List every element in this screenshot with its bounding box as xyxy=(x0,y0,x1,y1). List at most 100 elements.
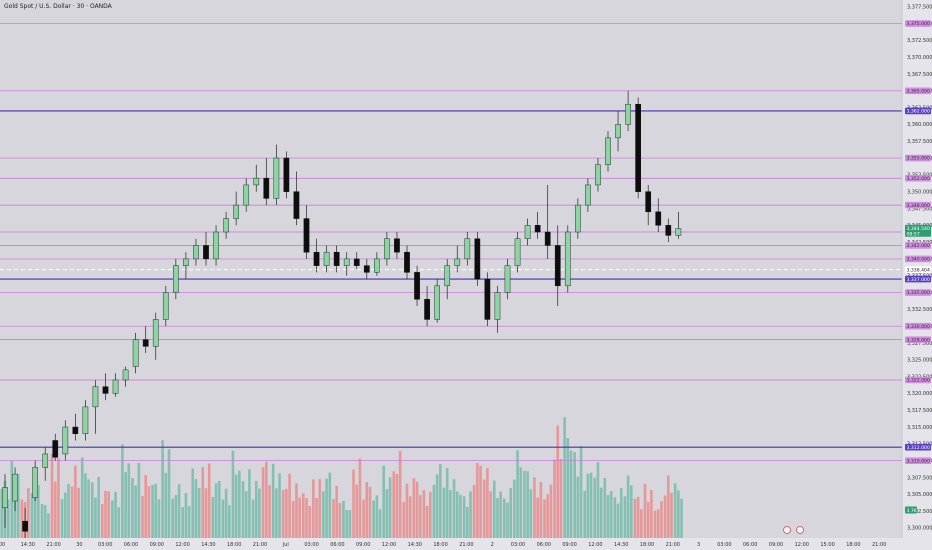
y-tick-label: 3,325.000 xyxy=(907,358,932,364)
volume-bar xyxy=(556,425,560,538)
volume-bar xyxy=(509,488,512,538)
volume-bar xyxy=(539,481,543,538)
volume-bar xyxy=(569,450,573,538)
candle-up xyxy=(675,228,682,236)
candle-down xyxy=(655,211,662,226)
volume-bar xyxy=(677,490,680,538)
x-tick-label: 06:00 xyxy=(743,542,757,548)
volume-bar xyxy=(469,491,472,538)
candle-up xyxy=(12,473,18,502)
volume-bar xyxy=(90,482,94,538)
x-tick-label: 18:00 xyxy=(227,542,241,548)
candle-up xyxy=(464,238,471,260)
x-tick-label: 03:00 xyxy=(98,542,112,548)
x-tick-label: 09:00 xyxy=(562,542,576,548)
volume-bar xyxy=(626,475,630,538)
level-tag-label: 3,352.000 xyxy=(907,176,930,182)
volume-bar xyxy=(281,490,285,538)
volume-bar xyxy=(640,509,643,538)
candle-up xyxy=(152,319,159,347)
level-tag xyxy=(905,242,931,249)
level-tag xyxy=(905,255,931,263)
candle-up xyxy=(32,467,38,498)
volume-bar xyxy=(60,498,64,538)
volume-bar xyxy=(656,509,660,538)
volume-bar xyxy=(593,477,597,538)
volume-bar xyxy=(489,491,492,538)
candle-up xyxy=(193,245,199,260)
volume-bar xyxy=(231,450,235,538)
volume-bar xyxy=(10,460,14,538)
candle-down xyxy=(484,278,491,320)
candle-up xyxy=(504,265,511,293)
volume-bar xyxy=(435,474,439,538)
volume-bar xyxy=(248,469,251,538)
candle-up xyxy=(494,292,501,320)
volume-bar xyxy=(30,493,34,538)
volume-bar xyxy=(609,491,613,538)
volume-bar xyxy=(418,495,422,538)
volume-bar xyxy=(680,498,683,538)
volume-bar xyxy=(395,474,399,538)
volume-bar xyxy=(606,495,610,538)
level-tag xyxy=(905,289,931,296)
candle-up xyxy=(595,164,601,186)
volume-bar xyxy=(506,502,509,538)
volume-bar xyxy=(563,417,566,538)
volume-bar xyxy=(151,484,154,538)
volume-bar xyxy=(6,499,10,538)
volume-bar xyxy=(529,489,533,538)
volume-bar xyxy=(599,487,603,538)
volume-bar xyxy=(104,490,107,538)
level-tag-label: 3,330.000 xyxy=(907,324,930,330)
volume-bar xyxy=(667,475,670,538)
volume-bar xyxy=(345,509,348,538)
level-tag-label: 3,342.000 xyxy=(907,243,930,249)
volume-bar xyxy=(332,499,335,538)
x-tick-label: 03:00 xyxy=(511,542,525,548)
current-price-label: 3,344.540 xyxy=(907,226,930,232)
x-tick-label: 06:00 xyxy=(124,542,138,548)
level-tag-label: 3,310.000 xyxy=(907,458,930,464)
level-tag xyxy=(905,154,931,162)
x-tick-label: Jul xyxy=(282,542,289,548)
volume-bar xyxy=(516,450,519,538)
volume-bar xyxy=(546,494,549,538)
candles-layer xyxy=(2,90,682,542)
time-axis[interactable]: 00 14:30 21:00 30 03:00 06:00 09:00 12:00 14:30 1… xyxy=(0,526,932,550)
y-tick-label: 3,317.500 xyxy=(907,408,932,414)
volume-bar xyxy=(318,479,322,538)
volume-bar xyxy=(385,488,389,538)
candle-down xyxy=(353,258,360,266)
volume-bar xyxy=(261,467,265,538)
volume-bar xyxy=(131,477,134,538)
x-tick-label: 12:00 xyxy=(795,542,809,548)
candle-up xyxy=(384,238,390,260)
volume-bar xyxy=(312,479,315,538)
volume-bar xyxy=(308,505,311,538)
volume-bar xyxy=(121,444,124,538)
volume-bar xyxy=(633,498,637,538)
volume-bar xyxy=(636,496,640,538)
x-tick-label: 21:00 xyxy=(253,542,267,548)
volume-bar xyxy=(526,471,529,538)
volume-bar xyxy=(579,446,583,538)
volume-bar xyxy=(342,500,345,538)
volume-bar xyxy=(197,487,201,538)
volume-bar xyxy=(362,499,365,538)
volume-bar xyxy=(74,465,77,538)
candle-up xyxy=(575,204,581,233)
candle-down xyxy=(203,245,209,260)
volume-bar xyxy=(0,488,4,538)
volume-bar xyxy=(251,499,255,538)
y-tick-label: 3,357.500 xyxy=(907,139,932,145)
volume-bar xyxy=(94,497,97,538)
price-axis[interactable]: 3,377.500 3,375.000 3,372.500 3,370.000 3,36… xyxy=(901,0,932,550)
volume-bar xyxy=(553,459,556,538)
x-tick-label: 12:00 xyxy=(175,542,189,548)
volume-bar xyxy=(462,496,466,538)
y-tick-label: 3,307.500 xyxy=(907,475,932,481)
candle-down xyxy=(645,191,652,213)
volume-bar xyxy=(486,468,489,538)
